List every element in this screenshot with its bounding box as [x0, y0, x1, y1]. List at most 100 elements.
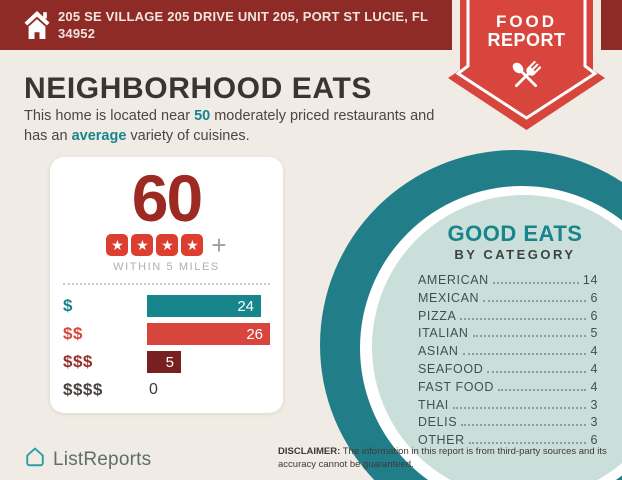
star-icon: ★ — [131, 234, 154, 256]
category-name: AMERICAN — [418, 273, 489, 287]
brand-logo: ListReports — [24, 446, 151, 473]
disclaimer-text: The information in this report is from t… — [278, 446, 607, 470]
price-tier-value: 24 — [237, 297, 254, 315]
crossed-spoon-fork-icon — [506, 56, 546, 96]
price-tier-value: 5 — [165, 353, 174, 371]
category-row: PIZZA 6 — [418, 309, 598, 327]
category-count: 3 — [590, 397, 598, 412]
dotted-leader — [468, 442, 587, 445]
category-count: 6 — [590, 308, 598, 323]
category-name: DELIS — [418, 415, 458, 430]
category-count: 6 — [590, 290, 598, 305]
price-tier-label: $$$$ — [63, 380, 103, 399]
price-tier-label: $$ — [63, 324, 83, 343]
category-row: DELIS 3 — [418, 415, 598, 433]
price-tier-value: 26 — [246, 325, 263, 343]
badge-title: FOOD REPORT — [460, 13, 593, 50]
star-rating: ★ ★ ★ ★ + — [50, 230, 283, 260]
price-tier-label: $ — [63, 296, 73, 315]
price-tier-row: $$$$ 0 — [63, 379, 273, 401]
address-line-1: 205 SE VILLAGE 205 DRIVE UNIT 205, PORT … — [58, 9, 429, 24]
dotted-leader — [462, 353, 587, 356]
dotted-leader — [461, 424, 587, 427]
category-name: FAST FOOD — [418, 379, 495, 394]
category-count: 14 — [582, 273, 598, 287]
category-name: SEAFOOD — [418, 361, 484, 376]
dotted-leader — [472, 335, 587, 338]
category-row: THAI 3 — [418, 398, 598, 416]
price-tier-row: $$ 26 — [63, 323, 273, 345]
price-tier-bar: 26 — [147, 323, 270, 345]
price-tier-bar-area: 26 — [147, 323, 273, 345]
star-icon: ★ — [106, 234, 129, 256]
category-row: SEAFOOD 4 — [418, 362, 598, 380]
category-count: 6 — [590, 433, 598, 448]
dotted-leader — [487, 370, 587, 373]
category-row: ITALIAN 5 — [418, 326, 598, 344]
intro-text-part3: has an — [24, 127, 72, 144]
price-tier-label: $$$ — [63, 352, 93, 371]
ribbon-shape — [448, 0, 605, 130]
category-count: 5 — [590, 326, 598, 341]
category-panel: GOOD EATS BY CATEGORY AMERICAN 14 MEXICAN 6… — [418, 222, 598, 451]
category-row: MEXICAN 6 — [418, 291, 598, 309]
category-name: ASIAN — [418, 344, 459, 359]
dotted-leader — [483, 299, 587, 302]
star-icon: ★ — [181, 234, 204, 256]
restaurant-count-highlight: 50 — [194, 108, 211, 124]
category-row: FAST FOOD 4 — [418, 380, 598, 398]
price-tier-bar: 24 — [147, 295, 261, 317]
house-icon — [24, 10, 50, 40]
intro-text-part2: moderately priced restaurants and — [210, 108, 435, 124]
category-count: 4 — [590, 361, 598, 376]
dotted-leader — [492, 282, 579, 284]
price-tier-chart: $24 $$ 26 $$$ 5 $$$$ 0 — [50, 285, 283, 401]
category-name: ITALIAN — [418, 326, 469, 341]
property-address: 205 SE VILLAGE 205 DRIVE UNIT 205, PORT … — [58, 8, 428, 42]
category-name: OTHER — [418, 433, 465, 448]
category-name: MEXICAN — [418, 290, 480, 305]
price-tier-value: 0 — [149, 381, 158, 398]
food-report-badge: FOOD REPORT — [448, 0, 605, 130]
category-name: THAI — [418, 397, 449, 412]
intro-text-part1: This home is located near — [24, 108, 195, 124]
category-count: 4 — [590, 344, 598, 359]
brand-name: ListReports — [53, 448, 152, 470]
intro-text-part4: variety of cuisines. — [126, 127, 250, 144]
category-panel-title: GOOD EATS — [447, 221, 583, 246]
intro-text: This home is located near 50 moderately … — [24, 107, 464, 146]
dotted-leader — [460, 317, 587, 320]
category-panel-subtitle: BY CATEGORY — [454, 247, 576, 262]
variety-highlight: average — [71, 127, 127, 144]
dotted-divider — [63, 283, 270, 285]
price-tier-bar: 5 — [147, 351, 181, 373]
category-row: OTHER 6 — [418, 433, 598, 451]
category-count: 3 — [590, 415, 598, 430]
category-row: AMERICAN 14 — [418, 273, 598, 291]
category-row: ASIAN 4 — [418, 344, 598, 362]
star-icon: ★ — [156, 234, 179, 256]
listreports-house-icon — [24, 446, 46, 473]
price-tier-row: $24 — [63, 295, 273, 317]
price-tier-bar-area: 0 — [147, 381, 273, 399]
category-name: PIZZA — [418, 308, 457, 323]
price-tier-row: $$$ 5 — [63, 351, 273, 373]
dotted-leader — [498, 388, 587, 391]
price-tier-bar-area: 5 — [147, 351, 273, 373]
price-tier-bar-area: 24 — [147, 295, 273, 317]
disclaimer-label: DISCLAIMER: — [278, 446, 341, 457]
dotted-leader — [452, 406, 587, 409]
badge-word-food: FOOD — [495, 12, 558, 31]
badge-word-report: REPORT — [487, 30, 566, 50]
plus-icon: + — [211, 230, 227, 260]
address-line-2: 34952 — [58, 26, 96, 41]
restaurant-count: 60 — [131, 161, 203, 235]
score-card: 60 ★ ★ ★ ★ + WITHIN 5 MILES $24 $$ 26 $$$ 5 $$$$ 0 — [50, 157, 283, 413]
page-title: NEIGHBORHOOD EATS — [24, 72, 372, 105]
radius-label: WITHIN 5 MILES — [113, 261, 220, 273]
disclaimer: DISCLAIMER: The information in this repo… — [278, 446, 608, 471]
category-count: 4 — [590, 379, 598, 394]
category-list: AMERICAN 14 MEXICAN 6 PIZZA 6 ITALIAN 5 ASIAN 4 SE… — [418, 273, 598, 451]
category-circle-inner — [372, 195, 622, 480]
